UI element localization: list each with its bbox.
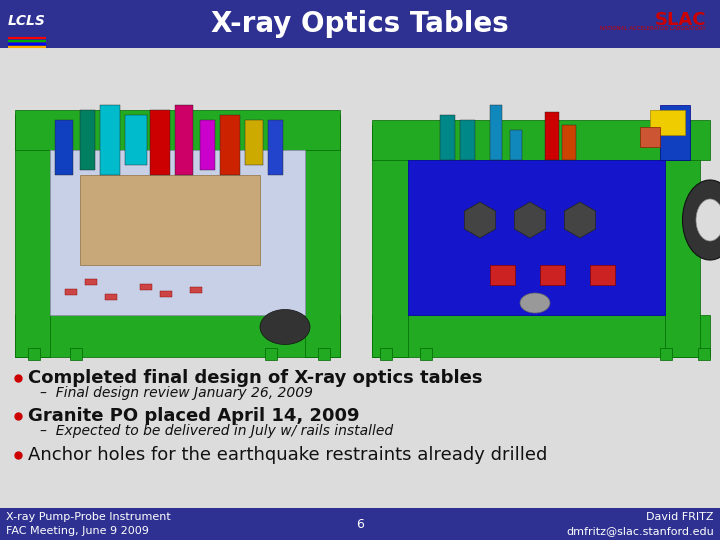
Bar [220, 115, 240, 175]
Text: –  Final design review January 26, 2009: – Final design review January 26, 2009 [40, 386, 313, 400]
Bar [0, 0, 720, 48]
Bar [65, 289, 77, 295]
Bar [420, 348, 432, 360]
Bar [175, 105, 193, 175]
Bar [640, 127, 660, 147]
Polygon shape [305, 115, 340, 357]
Text: NATIONAL ACCELERATOR LABORATORY: NATIONAL ACCELERATOR LABORATORY [600, 26, 706, 31]
Bar [698, 348, 710, 360]
Bar [380, 348, 392, 360]
Bar [190, 287, 202, 293]
Text: X-ray Optics Tables: X-ray Optics Tables [211, 10, 509, 38]
Ellipse shape [696, 199, 720, 241]
Bar [540, 265, 565, 285]
Bar [460, 120, 475, 160]
Bar [80, 110, 95, 170]
Bar [0, 508, 720, 540]
Bar [318, 348, 330, 360]
Polygon shape [372, 125, 408, 357]
Text: –  Expected to be delivered in July w/ rails installed: – Expected to be delivered in July w/ ra… [40, 424, 393, 438]
Bar [660, 105, 690, 160]
Bar [660, 348, 672, 360]
Bar [510, 130, 522, 160]
Bar [200, 120, 215, 170]
Bar [105, 294, 117, 300]
Text: 6: 6 [356, 517, 364, 530]
Ellipse shape [260, 309, 310, 345]
Ellipse shape [520, 293, 550, 313]
Polygon shape [80, 175, 260, 265]
Bar [140, 284, 152, 290]
Bar [160, 291, 172, 297]
Text: X-ray Pump-Probe Instrument: X-ray Pump-Probe Instrument [6, 512, 171, 522]
Bar [562, 125, 576, 160]
Bar [0, 48, 720, 508]
Bar [590, 265, 615, 285]
Text: LCLS: LCLS [8, 14, 46, 28]
Bar [650, 110, 685, 135]
Text: dmfritz@slac.stanford.edu: dmfritz@slac.stanford.edu [566, 526, 714, 536]
Bar [268, 120, 283, 175]
Text: SLAC: SLAC [654, 11, 706, 29]
Bar [100, 105, 120, 175]
Text: Anchor holes for the earthquake restraints already drilled: Anchor holes for the earthquake restrain… [28, 446, 547, 464]
Bar [70, 348, 82, 360]
Bar [55, 120, 73, 175]
Polygon shape [665, 125, 700, 357]
Bar [490, 105, 502, 160]
Bar [368, 100, 716, 360]
Text: Completed final design of X-ray optics tables: Completed final design of X-ray optics t… [28, 369, 482, 387]
Bar [490, 265, 515, 285]
Bar [150, 110, 170, 175]
Bar [85, 279, 97, 285]
Polygon shape [15, 110, 340, 150]
Bar [440, 115, 455, 160]
Bar [125, 115, 147, 165]
Text: Granite PO placed April 14, 2009: Granite PO placed April 14, 2009 [28, 407, 359, 425]
Ellipse shape [683, 180, 720, 260]
Bar [245, 120, 263, 165]
Bar [265, 348, 277, 360]
Polygon shape [408, 160, 665, 315]
Text: David FRITZ: David FRITZ [647, 512, 714, 522]
Text: FAC Meeting, June 9 2009: FAC Meeting, June 9 2009 [6, 526, 149, 536]
Polygon shape [15, 115, 50, 357]
FancyBboxPatch shape [8, 100, 348, 360]
Polygon shape [15, 315, 340, 357]
Bar [28, 348, 40, 360]
Polygon shape [372, 120, 710, 160]
Polygon shape [50, 150, 305, 315]
Polygon shape [372, 315, 710, 357]
Bar [545, 112, 559, 160]
